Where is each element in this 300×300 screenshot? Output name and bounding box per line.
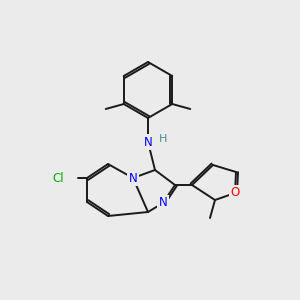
Text: H: H <box>159 134 167 144</box>
Text: N: N <box>159 196 167 209</box>
Text: N: N <box>144 136 152 148</box>
Text: Cl: Cl <box>52 172 64 184</box>
Text: O: O <box>230 187 240 200</box>
Text: N: N <box>129 172 137 184</box>
